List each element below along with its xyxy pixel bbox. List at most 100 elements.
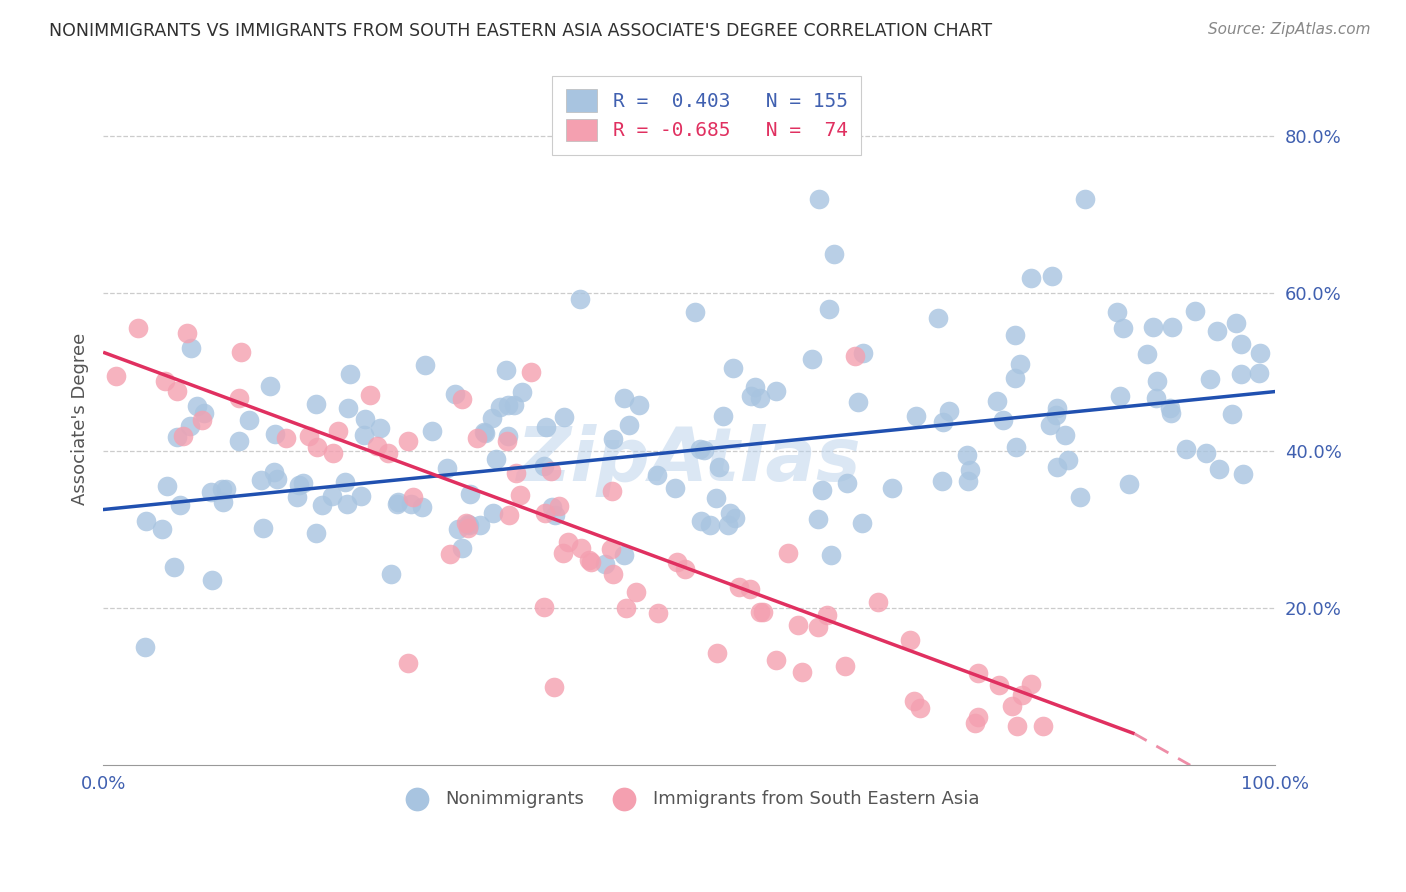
Point (1039, 417, 1062, 432)
Point (553, 546, 575, 560)
Point (578, 553, 600, 567)
Point (179, 419, 201, 434)
Point (1005, 440, 1028, 454)
Point (311, 498, 333, 512)
Point (689, 442, 711, 457)
Point (956, 448, 979, 462)
Point (451, 392, 474, 406)
Point (439, 547, 461, 561)
Point (456, 516, 478, 531)
Point (169, 498, 191, 512)
Point (820, 548, 842, 562)
Point (965, 716, 987, 731)
Point (557, 534, 579, 549)
Point (898, 632, 921, 647)
Point (1032, 719, 1054, 733)
Point (155, 374, 177, 388)
Point (593, 557, 616, 571)
Point (1208, 461, 1230, 475)
Point (447, 522, 470, 536)
Point (752, 606, 775, 620)
Point (1046, 460, 1069, 475)
Point (1222, 407, 1244, 421)
Point (156, 479, 179, 493)
Point (422, 425, 444, 439)
Point (666, 555, 689, 569)
Point (505, 466, 527, 480)
Point (707, 459, 730, 474)
Point (903, 694, 925, 708)
Point (465, 431, 488, 445)
Point (724, 511, 747, 525)
Point (166, 430, 188, 444)
Point (602, 567, 624, 582)
Point (834, 658, 856, 673)
Point (259, 379, 281, 393)
Point (1184, 304, 1206, 318)
Point (1225, 316, 1247, 330)
Point (444, 387, 467, 401)
Point (993, 412, 1015, 426)
Point (533, 599, 555, 614)
Point (717, 518, 740, 533)
Point (180, 341, 202, 355)
Point (263, 465, 285, 479)
Point (852, 345, 875, 359)
Point (472, 425, 495, 439)
Point (172, 428, 194, 442)
Point (285, 490, 308, 504)
Point (1073, 192, 1095, 206)
Point (967, 665, 990, 680)
Point (339, 367, 361, 381)
Point (495, 363, 517, 377)
Point (786, 618, 808, 632)
Point (967, 710, 990, 724)
Point (413, 358, 436, 372)
Point (1069, 490, 1091, 504)
Point (333, 475, 356, 490)
Point (336, 497, 359, 511)
Point (692, 443, 714, 458)
Point (931, 475, 953, 489)
Point (866, 595, 889, 609)
Point (354, 412, 377, 426)
Point (200, 485, 222, 500)
Point (1160, 406, 1182, 420)
Point (1195, 446, 1218, 460)
Point (540, 500, 562, 514)
Point (706, 646, 728, 660)
Point (1175, 442, 1198, 457)
Point (927, 311, 949, 326)
Point (810, 483, 832, 497)
Point (127, 320, 149, 334)
Point (166, 384, 188, 399)
Point (765, 653, 787, 667)
Point (292, 476, 315, 491)
Point (880, 481, 903, 495)
Point (488, 400, 510, 414)
Point (474, 426, 496, 441)
Point (134, 640, 156, 655)
Point (1045, 408, 1067, 422)
Point (778, 545, 800, 559)
Point (451, 541, 474, 556)
Point (458, 518, 481, 533)
Point (619, 417, 641, 432)
Point (498, 508, 520, 522)
Point (503, 398, 526, 412)
Point (569, 541, 592, 555)
Point (1046, 401, 1069, 416)
Point (1206, 324, 1229, 338)
Point (690, 514, 713, 528)
Point (322, 446, 344, 460)
Point (613, 548, 636, 562)
Point (276, 431, 298, 445)
Point (647, 607, 669, 621)
Point (851, 516, 873, 530)
Point (105, 369, 128, 384)
Point (624, 585, 647, 599)
Point (579, 555, 602, 569)
Point (359, 388, 381, 402)
Point (510, 384, 533, 399)
Point (844, 349, 866, 363)
